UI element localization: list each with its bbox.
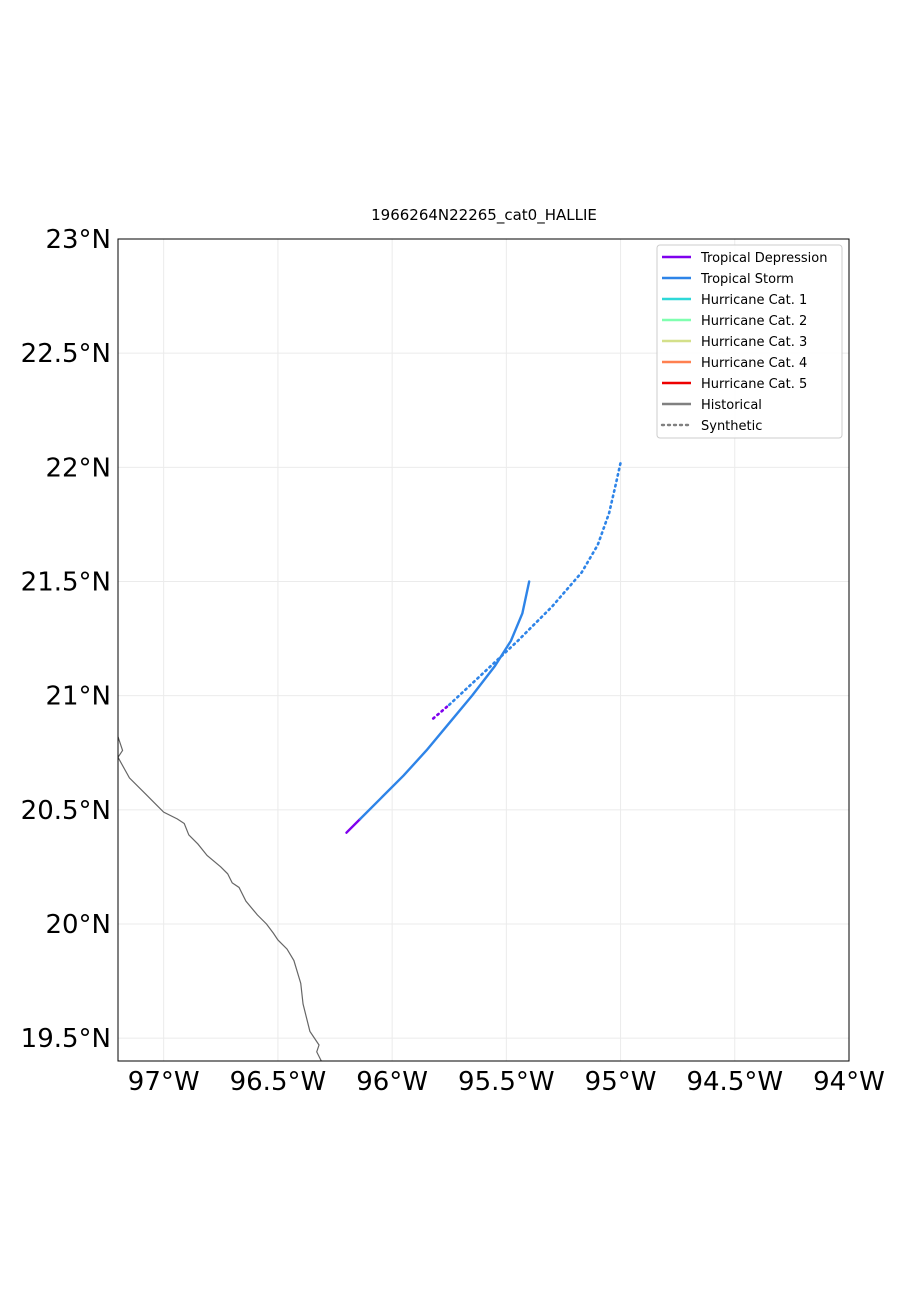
historical-track-segment-0: [345, 817, 362, 834]
legend-label: Hurricane Cat. 5: [701, 377, 807, 392]
coastline-path: [118, 736, 322, 1061]
y-tick-label: 20°N: [45, 910, 111, 940]
x-tick-label: 95°W: [585, 1067, 657, 1097]
y-tick-label: 21°N: [45, 682, 111, 712]
x-tick-label: 95.5°W: [458, 1067, 555, 1097]
y-tick-label: 22°N: [45, 453, 111, 483]
x-tick-label: 96.5°W: [230, 1067, 327, 1097]
y-tick-label: 21.5°N: [21, 568, 111, 598]
x-tick-label: 96°W: [356, 1067, 428, 1097]
legend-label: Tropical Depression: [700, 251, 827, 266]
y-tick-label: 23°N: [45, 225, 111, 255]
legend-label: Hurricane Cat. 4: [701, 356, 807, 371]
y-axis-ticks: 19.5°N 20°N 20.5°N 21°N 21.5°N 22°N 22.5°N 23°N: [21, 225, 111, 1054]
legend-box: [656, 244, 843, 439]
plot-frame: [117, 238, 850, 1062]
coastline: [118, 736, 322, 1061]
legend-label: Historical: [701, 398, 762, 413]
legend-label: Hurricane Cat. 1: [701, 293, 807, 308]
map-title: 1966264N22265_cat0_HALLIE: [371, 206, 597, 225]
y-tick-label: 19.5°N: [21, 1024, 111, 1054]
storm-tracks: [345, 461, 622, 834]
x-tick-label: 94°W: [813, 1067, 885, 1097]
legend-label: Hurricane Cat. 3: [701, 335, 807, 350]
y-tick-label: 20.5°N: [21, 796, 111, 826]
x-tick-label: 97°W: [128, 1067, 200, 1097]
synthetic-track-segment-0: [431, 703, 451, 720]
legend-label: Synthetic: [701, 419, 762, 434]
x-tick-label: 94.5°W: [686, 1067, 783, 1097]
synthetic-track-segment-1: [447, 461, 622, 707]
x-axis-ticks: 97°W 96.5°W 96°W 95.5°W 95°W 94.5°W 94°W: [128, 1067, 885, 1097]
legend-label: Tropical Storm: [700, 272, 794, 287]
historical-track-segment-1: [358, 580, 531, 821]
y-tick-label: 22.5°N: [21, 339, 111, 369]
legend: Tropical Depression Tropical Storm Hurrica…: [656, 244, 843, 439]
legend-label: Hurricane Cat. 2: [701, 314, 807, 329]
